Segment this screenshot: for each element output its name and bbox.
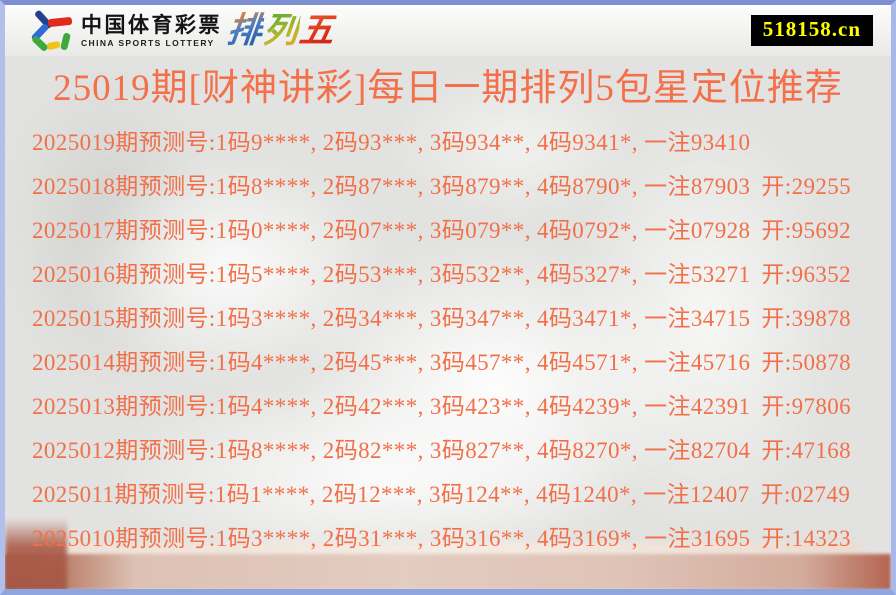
prediction-row: 2025017期预测号:1码0****, 2码07***, 3码079**, 4…: [32, 209, 882, 253]
row-draw-result: 开:47168: [761, 438, 852, 463]
prediction-row: 2025019期预测号:1码9****, 2码93***, 3码934**, 4…: [32, 121, 882, 165]
logo-stroke-red: [47, 16, 73, 28]
row-draw-result: 开:97806: [761, 394, 852, 419]
sports-lottery-logo: 中国体育彩票 CHINA SPORTS LOTTERY 排列五: [29, 9, 338, 53]
prediction-row: 2025018期预测号:1码8****, 2码87***, 3码879**, 4…: [32, 165, 882, 209]
sports-lottery-logo-icon: [29, 9, 75, 53]
page-title: 25019期[财神讲彩]每日一期排列5包星定位推荐: [53, 68, 843, 109]
brand-char-wu: 五: [297, 11, 338, 50]
prediction-row: 2025011期预测号:1码1****, 2码12***, 3码124**, 4…: [32, 473, 882, 517]
row-main-text: 2025013期预测号:1码4****, 2码42***, 3码423**, 4…: [32, 394, 751, 419]
logo-text: 中国体育彩票 CHINA SPORTS LOTTERY: [81, 14, 222, 48]
prediction-row: 2025014期预测号:1码4****, 2码45***, 3码457**, 4…: [32, 341, 882, 385]
prediction-row: 2025013期预测号:1码4****, 2码42***, 3码423**, 4…: [32, 385, 882, 429]
row-main-text: 2025016期预测号:1码5****, 2码53***, 3码532**, 4…: [32, 262, 751, 287]
row-draw-result: 开:96352: [761, 262, 852, 287]
logo-stroke-green2: [60, 32, 71, 51]
row-main-text: 2025014期预测号:1码4****, 2码45***, 3码457**, 4…: [32, 350, 751, 375]
row-main-text: 2025012期预测号:1码8****, 2码82***, 3码827**, 4…: [32, 438, 751, 463]
prediction-row: 2025012期预测号:1码8****, 2码82***, 3码827**, 4…: [32, 429, 882, 473]
row-draw-result: 开:95692: [761, 218, 852, 243]
sculpture-pedestal-corner: [5, 518, 67, 590]
brand-char-lie: 列: [261, 11, 302, 50]
row-main-text: 2025018期预测号:1码8****, 2码87***, 3码879**, 4…: [32, 174, 751, 199]
logo-title-cn: 中国体育彩票: [81, 14, 222, 37]
sculpture-blob: [105, 375, 645, 575]
row-draw-result: 开:02749: [760, 482, 851, 507]
row-draw-result: 开:14323: [761, 526, 852, 551]
brand-char-pai: 排: [225, 11, 266, 50]
row-main-text: 2025015期预测号:1码3****, 2码34***, 3码347**, 4…: [32, 306, 751, 331]
row-main-text: 2025011期预测号:1码1****, 2码12***, 3码124**, 4…: [32, 482, 750, 507]
row-main-text: 2025010期预测号:1码3****, 2码31***, 3码316**, 4…: [32, 526, 751, 551]
logo-subtitle-en: CHINA SPORTS LOTTERY: [81, 38, 215, 48]
row-draw-result: 开:50878: [761, 350, 852, 375]
row-draw-result: 开:29255: [761, 174, 852, 199]
prediction-row: 2025010期预测号:1码3****, 2码31***, 3码316**, 4…: [32, 517, 882, 561]
prediction-row: 2025015期预测号:1码3****, 2码34***, 3码347**, 4…: [32, 297, 882, 341]
prediction-row: 2025016期预测号:1码5****, 2码53***, 3码532**, 4…: [32, 253, 882, 297]
brand-pailiewu: 排列五: [225, 9, 338, 53]
row-main-text: 2025017期预测号:1码0****, 2码07***, 3码079**, 4…: [32, 218, 751, 243]
row-draw-result: 开:39878: [761, 306, 852, 331]
header-bar: 中国体育彩票 CHINA SPORTS LOTTERY 排列五 518158.c…: [5, 5, 891, 56]
sculpture-pedestal: [5, 554, 891, 590]
site-url-badge[interactable]: 518158.cn: [750, 15, 873, 46]
logo-stroke-yellow: [46, 40, 61, 51]
prediction-list: 2025019期预测号:1码9****, 2码93***, 3码934**, 4…: [32, 121, 882, 561]
background-sculpture: [5, 5, 891, 590]
row-main-text: 2025019期预测号:1码9****, 2码93***, 3码934**, 4…: [32, 130, 751, 155]
